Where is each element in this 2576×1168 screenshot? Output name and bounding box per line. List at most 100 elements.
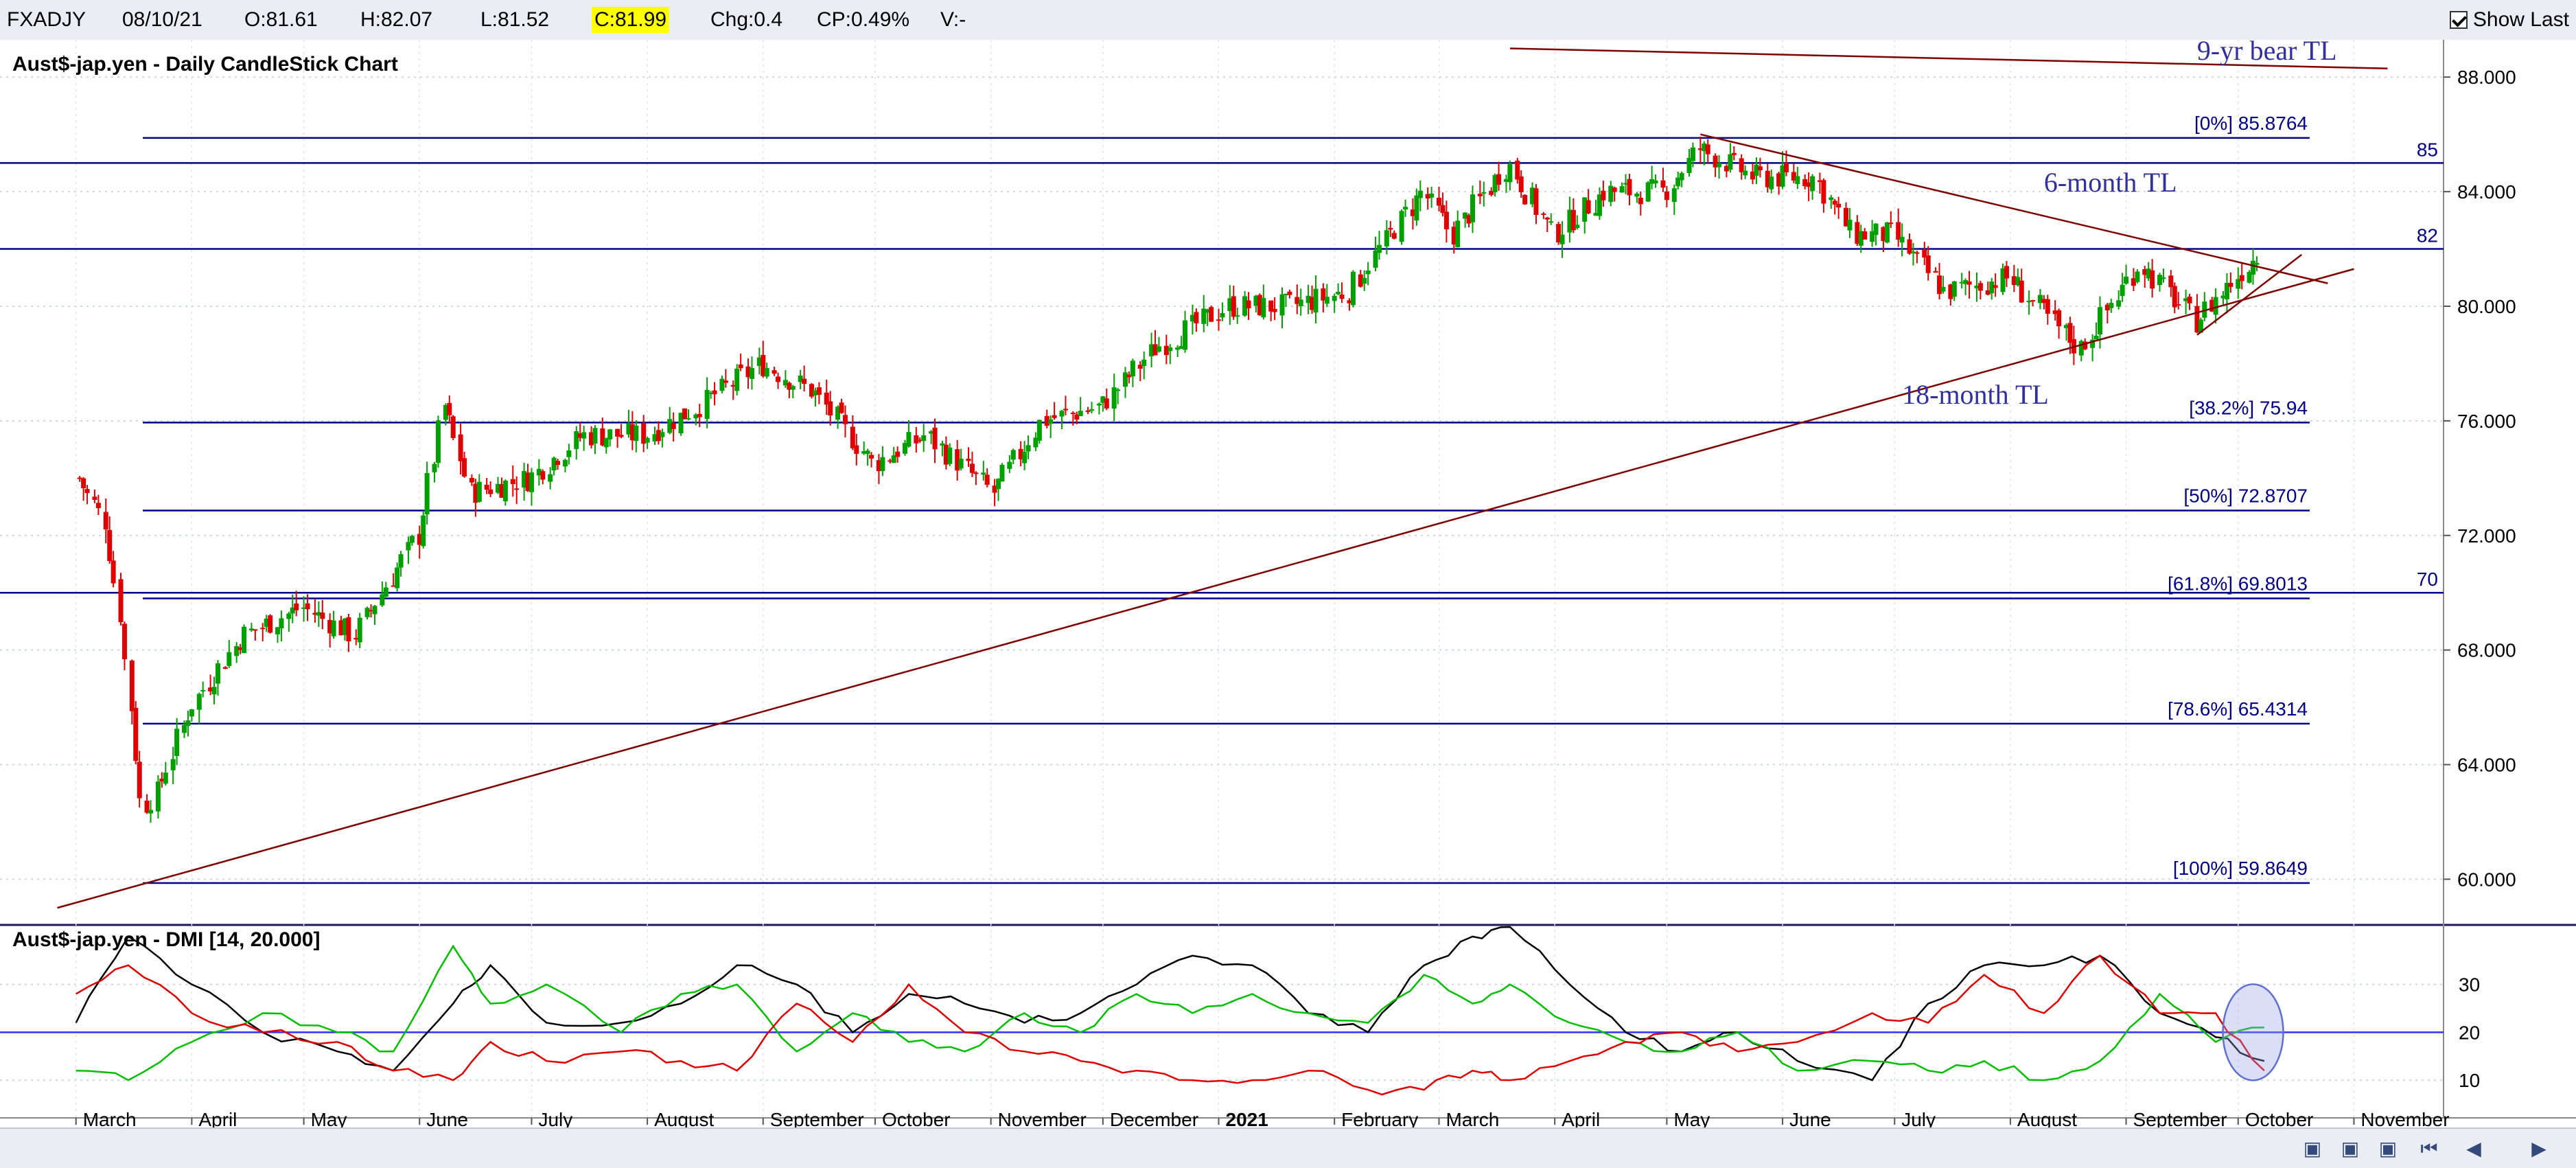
candle-body (1287, 291, 1292, 295)
candle-body (1306, 295, 1311, 304)
candle-body (2168, 275, 2174, 288)
candle-body (1451, 227, 1457, 244)
candle-body (618, 435, 624, 437)
candle-body (1183, 320, 1188, 350)
price-tick-label: 80.000 (2457, 296, 2516, 317)
month-label: September (2133, 1109, 2227, 1127)
candle-body (940, 443, 945, 446)
candle-body (1149, 344, 1154, 356)
candle-body (1783, 163, 1789, 172)
candle-body (1332, 296, 1337, 301)
candle-body (1025, 445, 1031, 452)
candle-body (391, 585, 396, 587)
candle-body (566, 450, 572, 457)
candle-body (2150, 270, 2155, 289)
candle-body (2090, 339, 2096, 348)
chart-area[interactable]: 88.000 84.000 80.000 76.000 72.000 68.000 64.0… (0, 40, 2576, 1127)
candle-body (253, 629, 258, 631)
candle-body (1209, 307, 1214, 322)
candle-body (719, 378, 725, 391)
candle-body (1242, 296, 1248, 316)
candle-body (372, 606, 378, 615)
candle-body (629, 424, 635, 441)
zoom-out-icon[interactable]: ▣ (2341, 1138, 2360, 1159)
candle-body (159, 778, 165, 782)
candle-body (1365, 271, 1371, 275)
candle-body (95, 503, 101, 508)
candle-body (876, 460, 881, 472)
candle-body (2224, 283, 2229, 299)
candle-body (1937, 275, 1942, 295)
candle-body (1220, 313, 1225, 318)
month-label: October (882, 1109, 951, 1127)
first-icon[interactable]: ⏮ (2420, 1138, 2438, 1159)
candle-body (2220, 295, 2226, 299)
candle-body (577, 433, 583, 438)
candle-body (2251, 260, 2256, 275)
candle-body (1373, 250, 1378, 268)
candle-body (1754, 164, 1759, 176)
candle-body (943, 444, 949, 465)
candle-body (1743, 170, 1748, 176)
candle-body (906, 432, 912, 447)
price-tick-label: 84.000 (2457, 181, 2516, 203)
candle-body (1156, 346, 1161, 352)
candle-body (1376, 244, 1382, 253)
candle-body (1052, 415, 1057, 418)
candle-body (1963, 279, 1969, 284)
price-tick-label: 76.000 (2457, 411, 2516, 432)
candle-body (211, 687, 217, 695)
candle-body (1795, 176, 1800, 185)
back-icon[interactable]: ◀ (2466, 1138, 2481, 1159)
candle-body (2019, 280, 2024, 303)
candle-body (443, 404, 448, 420)
candle-body (787, 382, 792, 390)
candle-body (1272, 308, 1277, 312)
show-last-checkbox[interactable] (2449, 11, 2468, 29)
candle-body (1959, 282, 1964, 284)
candle-body (1123, 372, 1128, 387)
show-last-toggle[interactable]: Show Last (2449, 7, 2569, 33)
candle-body (435, 420, 441, 463)
candle-body (697, 413, 702, 417)
candle-body (222, 667, 228, 669)
candle-body (914, 435, 919, 444)
candle-body (1018, 448, 1023, 459)
zoom-icon[interactable]: ▣ (2303, 1138, 2322, 1159)
candle-body (1104, 398, 1109, 409)
candle-body (155, 781, 161, 812)
candle-body (1298, 299, 1303, 306)
candle-body (660, 432, 665, 437)
candle-body (880, 457, 885, 471)
candle-body (1559, 234, 1565, 244)
candle-body (2172, 286, 2177, 308)
candle-body (1096, 403, 1102, 406)
candle-body (667, 419, 673, 433)
candle-body (1321, 288, 1326, 301)
candle-body (529, 472, 534, 492)
forward-icon[interactable]: ▶ (2531, 1138, 2546, 1159)
candle-body (1993, 285, 1998, 288)
candle-body (1492, 175, 1498, 192)
candle-body (1007, 461, 1012, 469)
candle-body (756, 357, 762, 366)
scrollbar[interactable] (10, 1138, 2275, 1158)
month-label: July (538, 1109, 572, 1127)
date-label: 08/10/21 (122, 8, 202, 31)
candle-body (1948, 284, 1953, 299)
candle-body (421, 515, 426, 547)
candle-body (850, 426, 855, 448)
candle-body (1933, 271, 1938, 273)
candle-body (1728, 154, 1733, 170)
candle-body (1313, 288, 1319, 313)
candle-body (536, 468, 542, 476)
candle-body (895, 451, 901, 457)
zoom-reset-icon[interactable]: ▣ (2378, 1138, 2398, 1159)
candle-body (1544, 217, 1550, 220)
candle-body (730, 385, 736, 387)
candle-body (1757, 166, 1763, 171)
candle-body (1870, 231, 1875, 242)
candle-body (1586, 200, 1591, 214)
fib-label: [78.6%] 65.4314 (2168, 698, 2308, 720)
candle-body (338, 620, 344, 636)
